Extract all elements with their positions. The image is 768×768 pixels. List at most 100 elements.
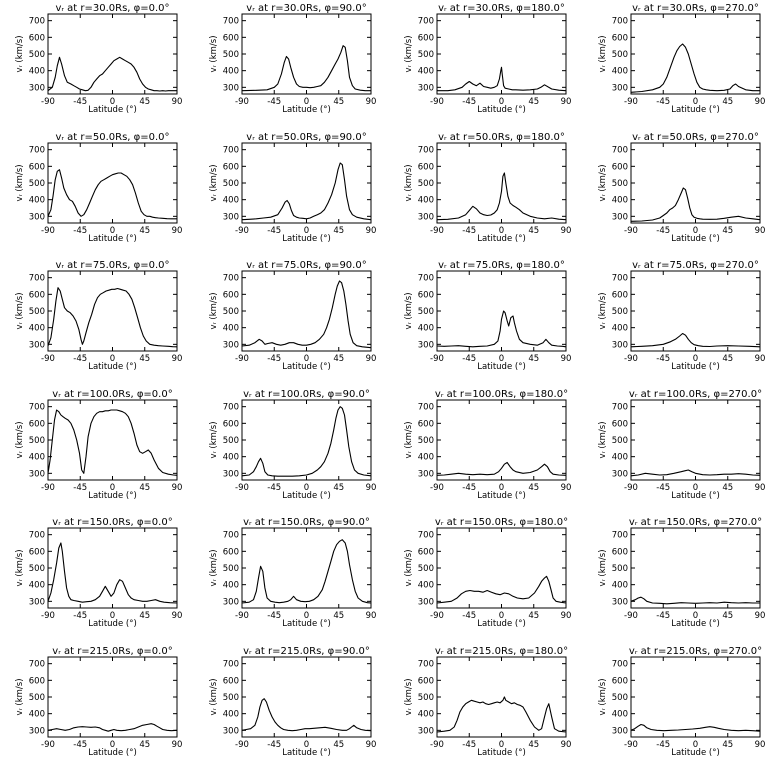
y-tick-label: 700 [418, 17, 434, 27]
y-tick-label: 400 [29, 581, 45, 591]
panel-title: vᵣ at r=50.0Rs, φ=180.0° [438, 132, 565, 143]
x-axis-label: Latitude (°) [282, 748, 331, 758]
x-tick-label: 90 [172, 740, 183, 750]
x-tick-label: -45 [462, 740, 476, 750]
x-axis-label: Latitude (°) [282, 619, 331, 629]
y-axis-label: vᵣ (km/s) [209, 421, 219, 458]
y-tick-label: 300 [223, 340, 239, 350]
y-tick-label: 300 [612, 726, 628, 736]
panel-4-1: vᵣ at r=100.0Rs, φ=0.0° -90 -45 0 45 90 300 400… [15, 389, 182, 501]
panel-title: vᵣ at r=100.0Rs, φ=0.0° [52, 389, 172, 400]
x-tick-label: -90 [235, 97, 249, 107]
x-tick-label: -45 [267, 740, 281, 750]
velocity-line [630, 596, 760, 605]
y-tick-label: 600 [223, 33, 239, 43]
velocity-line [630, 187, 761, 222]
y-tick-label: 400 [29, 710, 45, 720]
x-tick-label: 45 [139, 740, 150, 750]
x-tick-label: -90 [430, 226, 444, 236]
x-axis-label: Latitude (°) [477, 362, 526, 372]
x-tick-label: 90 [561, 97, 572, 107]
x-tick-label: 0 [499, 97, 504, 107]
velocity-line [436, 575, 567, 604]
y-tick-label: 600 [223, 547, 239, 557]
x-tick-label: 90 [561, 611, 572, 621]
y-tick-label: 600 [223, 419, 239, 429]
plot-frame [630, 527, 761, 609]
x-tick-label: 0 [110, 354, 115, 364]
x-tick-label: 0 [693, 97, 698, 107]
panel-4-4: vᵣ at r=100.0Rs, φ=270.0° -90 -45 0 45 90 300 4… [598, 389, 765, 501]
x-tick-label: -45 [656, 483, 670, 493]
x-tick-label: 45 [333, 483, 344, 493]
velocity-line [47, 56, 177, 92]
x-tick-label: -90 [624, 740, 638, 750]
x-tick-label: -90 [624, 97, 638, 107]
panel-5-2: vᵣ at r=150.0Rs, φ=90.0° -90 -45 0 45 90 300 40… [209, 517, 376, 629]
panel-title: vᵣ at r=150.0Rs, φ=90.0° [243, 517, 370, 528]
x-tick-label: 90 [755, 483, 766, 493]
y-tick-label: 500 [29, 307, 45, 317]
x-tick-label: 45 [528, 97, 539, 107]
x-tick-label: 0 [304, 483, 309, 493]
y-tick-label: 600 [418, 547, 434, 557]
plot-frame [630, 399, 761, 481]
panel-title: vᵣ at r=75.0Rs, φ=270.0° [632, 260, 759, 271]
x-tick-label: -90 [41, 97, 55, 107]
y-tick-label: 400 [418, 67, 434, 77]
y-axis-label: vᵣ (km/s) [15, 292, 25, 329]
y-tick-label: 300 [418, 469, 434, 479]
y-axis-label: vᵣ (km/s) [15, 421, 25, 458]
y-tick-label: 700 [612, 146, 628, 156]
panel-1-2: vᵣ at r=30.0Rs, φ=90.0° -90 -45 0 45 90 300 400… [209, 3, 376, 115]
y-tick-label: 300 [612, 83, 628, 93]
y-tick-label: 300 [612, 597, 628, 607]
x-tick-label: -45 [656, 354, 670, 364]
y-tick-label: 600 [223, 676, 239, 686]
panel-title: vᵣ at r=150.0Rs, φ=180.0° [435, 517, 568, 528]
x-tick-label: -45 [656, 740, 670, 750]
panel-title: vᵣ at r=75.0Rs, φ=0.0° [55, 260, 169, 271]
x-tick-label: -90 [430, 740, 444, 750]
y-axis-label: vᵣ (km/s) [598, 292, 608, 329]
y-tick-label: 500 [223, 436, 239, 446]
y-tick-label: 300 [223, 469, 239, 479]
velocity-line [241, 280, 372, 349]
x-tick-label: 45 [139, 97, 150, 107]
y-tick-label: 500 [29, 179, 45, 189]
y-tick-label: 300 [29, 726, 45, 736]
velocity-line [241, 406, 372, 477]
y-tick-label: 400 [612, 710, 628, 720]
x-tick-label: 0 [693, 226, 698, 236]
x-tick-label: -45 [267, 611, 281, 621]
y-tick-label: 700 [612, 660, 628, 670]
x-tick-label: -45 [656, 226, 670, 236]
panel-title: vᵣ at r=30.0Rs, φ=0.0° [55, 3, 169, 14]
velocity-line [47, 542, 178, 604]
x-tick-label: 0 [110, 226, 115, 236]
x-tick-label: 90 [366, 354, 377, 364]
x-axis-label: Latitude (°) [671, 619, 720, 629]
x-axis-label: Latitude (°) [88, 234, 137, 244]
x-tick-label: -90 [235, 226, 249, 236]
x-tick-label: -90 [41, 611, 55, 621]
x-tick-label: 45 [528, 611, 539, 621]
x-tick-label: 45 [333, 611, 344, 621]
x-tick-label: -90 [624, 483, 638, 493]
plot-frame [630, 142, 761, 224]
x-tick-label: 90 [172, 97, 183, 107]
y-axis-label: vᵣ (km/s) [15, 164, 25, 201]
x-tick-label: -45 [73, 354, 87, 364]
y-tick-label: 400 [612, 453, 628, 463]
x-tick-label: -45 [462, 354, 476, 364]
x-axis-label: Latitude (°) [282, 105, 331, 115]
y-tick-label: 600 [223, 162, 239, 172]
x-tick-label: 0 [110, 97, 115, 107]
x-axis-label: Latitude (°) [282, 234, 331, 244]
x-tick-label: -90 [41, 483, 55, 493]
y-tick-label: 700 [418, 660, 434, 670]
x-tick-label: 0 [499, 354, 504, 364]
y-tick-label: 500 [29, 436, 45, 446]
y-tick-label: 400 [612, 324, 628, 334]
